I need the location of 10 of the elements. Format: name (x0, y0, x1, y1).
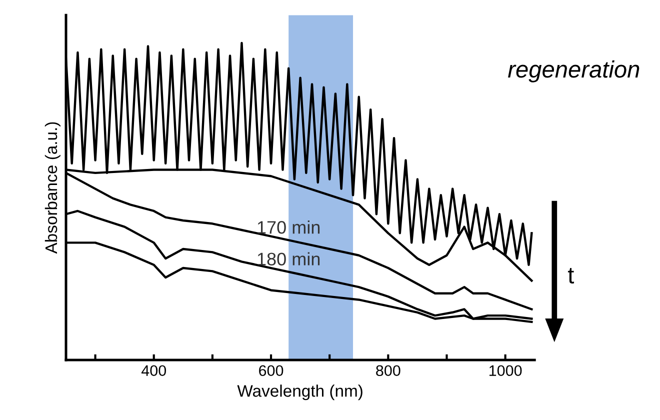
x-tick-label: 600 (259, 365, 284, 376)
x-tick-label: 400 (141, 365, 166, 376)
y-axis-title: Absorbance (a.u.) (44, 122, 60, 254)
x-axis-title: Wavelength (nm) (237, 384, 362, 400)
annotation: regeneration (508, 60, 640, 82)
text: t (568, 268, 574, 284)
series-label: 180 min (258, 252, 320, 266)
series-label: 170 min (258, 220, 320, 234)
x-tick-label: 800 (376, 365, 400, 376)
x-tick-label: 1000 (489, 365, 522, 376)
